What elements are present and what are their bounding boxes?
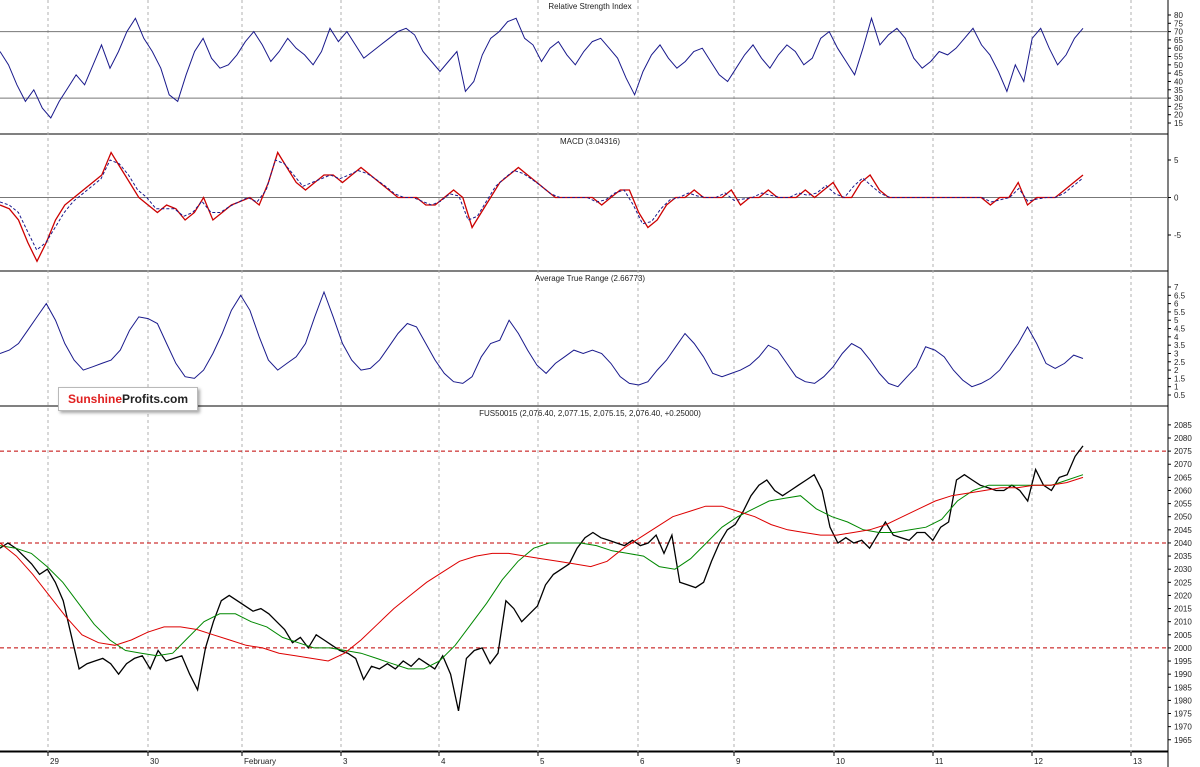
y-tick-label: 2020 [1174,591,1192,600]
y-tick-label: 1985 [1174,683,1192,692]
y-tick-label: 2010 [1174,618,1192,627]
x-tick-label: February [244,757,276,766]
y-tick-label: 1980 [1174,696,1192,705]
y-tick-label: 2 [1174,366,1179,375]
x-tick-label: 3 [343,757,348,766]
y-tick-label: 1990 [1174,670,1192,679]
y-tick-label: 2000 [1174,644,1192,653]
y-tick-label: 2075 [1174,447,1192,456]
panel-title: FUS50015 (2,076.40, 2,077.15, 2,075.15, … [479,409,701,418]
x-tick-label: 30 [150,757,159,766]
x-tick-label: 5 [540,757,545,766]
y-tick-label: 0.5 [1174,391,1186,400]
y-tick-label: 2065 [1174,473,1192,482]
brand-part-1: Sunshine [67,392,122,406]
ma-long-line [0,476,1084,662]
price-line [0,445,1084,712]
brand-part-2: Profits.com [122,392,189,406]
y-tick-label: 55 [1174,53,1183,62]
x-tick-label: 6 [640,757,645,766]
y-tick-label: 20 [1174,111,1183,120]
panel-title: Average True Range (2.66773) [535,274,645,283]
x-tick-label: 29 [50,757,59,766]
y-tick-label: 75 [1174,19,1183,28]
y-tick-label: 5 [1174,156,1179,165]
y-tick-label: 80 [1174,11,1183,20]
y-tick-label: 15 [1174,119,1183,128]
x-tick-label: 11 [935,757,944,766]
y-tick-label: 1.5 [1174,374,1186,383]
x-tick-label: 9 [736,757,741,766]
y-tick-label: 2050 [1174,513,1192,522]
y-tick-label: 2070 [1174,460,1192,469]
y-tick-label: 40 [1174,77,1183,86]
y-tick-label: 2085 [1174,421,1192,430]
y-tick-label: 2015 [1174,605,1192,614]
sunshine-profits-logo: SunshineProfits.com [58,387,198,411]
y-tick-label: 1975 [1174,710,1192,719]
y-tick-label: 2005 [1174,631,1192,640]
y-tick-label: 45 [1174,69,1183,78]
x-tick-label: 12 [1034,757,1043,766]
y-tick-label: 0 [1174,194,1179,203]
y-tick-label: 2060 [1174,486,1192,495]
y-tick-label: 7 [1174,283,1179,292]
y-tick-label: 2080 [1174,434,1192,443]
y-tick-label: 60 [1174,44,1183,53]
panel-title: Relative Strength Index [548,2,631,11]
x-tick-label: 4 [441,757,446,766]
ma-short-line [0,474,1084,670]
atr-line [0,290,1084,388]
y-tick-label: 2035 [1174,552,1192,561]
y-tick-label: 2045 [1174,526,1192,535]
y-tick-label: 5 [1174,316,1179,325]
y-tick-label: 3.5 [1174,341,1186,350]
y-tick-label: 1995 [1174,657,1192,666]
y-tick-label: 25 [1174,102,1183,111]
y-tick-label: 4 [1174,333,1179,342]
signal-line [0,159,1084,251]
y-tick-label: 2030 [1174,565,1192,574]
y-tick-label: 1965 [1174,736,1192,745]
y-tick-label: 1970 [1174,723,1192,732]
x-tick-label: 13 [1133,757,1142,766]
y-tick-label: 70 [1174,28,1183,37]
y-tick-label: 6 [1174,300,1179,309]
y-tick-label: 2040 [1174,539,1192,548]
y-tick-label: 6.5 [1174,291,1186,300]
y-tick-label: 4.5 [1174,325,1186,334]
y-tick-label: -5 [1174,231,1182,240]
y-tick-label: 1 [1174,383,1179,392]
y-tick-label: 2055 [1174,500,1192,509]
y-tick-label: 35 [1174,86,1183,95]
y-tick-label: 5.5 [1174,308,1186,317]
y-tick-label: 2.5 [1174,358,1186,367]
y-tick-label: 65 [1174,36,1183,45]
rsi-line [0,16,1084,119]
y-tick-label: 50 [1174,61,1183,70]
macd-line [0,150,1084,263]
y-tick-label: 2025 [1174,578,1192,587]
x-tick-label: 10 [836,757,845,766]
y-tick-label: 30 [1174,94,1183,103]
panel-title: MACD (3.04316) [560,137,620,146]
y-tick-label: 3 [1174,349,1179,358]
